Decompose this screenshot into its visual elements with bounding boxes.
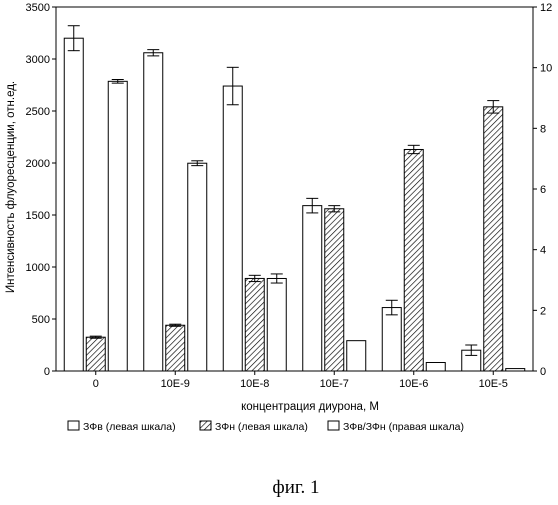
bar bbox=[303, 206, 322, 371]
y2-tick-label: 6 bbox=[540, 184, 546, 196]
bar bbox=[64, 38, 83, 371]
legend-label: ЗФн (левая шкала) bbox=[215, 421, 308, 433]
y-axis-title: Интенсивность флуоресценции, отн.ед. bbox=[5, 81, 17, 293]
y-tick-label: 0 bbox=[44, 366, 50, 378]
bar bbox=[188, 163, 207, 371]
y2-tick-label: 2 bbox=[540, 305, 546, 317]
legend-label: ЗФв/ЗФн (правая шкала) bbox=[343, 421, 464, 433]
x-tick-label: 10E-5 bbox=[479, 378, 508, 390]
bar bbox=[506, 369, 525, 371]
y-tick-label: 1000 bbox=[26, 262, 50, 274]
legend-label: ЗФв (левая шкала) bbox=[83, 421, 176, 433]
x-axis-title: концентрация диурона, М bbox=[241, 401, 379, 413]
x-tick-label: 0 bbox=[93, 378, 99, 390]
bar bbox=[223, 86, 242, 371]
y-tick-label: 2000 bbox=[26, 158, 50, 170]
y2-tick-label: 0 bbox=[540, 366, 546, 378]
bar bbox=[484, 107, 503, 371]
figure-caption: фиг. 1 bbox=[272, 477, 319, 498]
y2-tick-label: 4 bbox=[540, 245, 546, 257]
bar bbox=[347, 341, 366, 371]
bar bbox=[404, 149, 423, 371]
plot-area: 0 500 1000 1500 2000 2500 3000 3500 0 2 4 6 8 10 12 0 10… bbox=[26, 2, 553, 390]
y2-tick-label: 8 bbox=[540, 123, 546, 135]
bar bbox=[325, 209, 344, 371]
bar bbox=[245, 278, 264, 371]
y2-tick-label: 12 bbox=[540, 2, 552, 14]
legend: ЗФв (левая шкала) ЗФн (левая шкала) ЗФв/ЗФ… bbox=[68, 421, 464, 433]
x-tick-label: 10E-8 bbox=[240, 378, 269, 390]
y-tick-label: 3500 bbox=[26, 2, 50, 14]
x-tick-label: 10E-7 bbox=[320, 378, 349, 390]
bar bbox=[426, 363, 445, 371]
y-tick-label: 500 bbox=[32, 314, 50, 326]
y-tick-label: 2500 bbox=[26, 106, 50, 118]
x-tick-label: 10E-6 bbox=[399, 378, 428, 390]
y-tick-label: 1500 bbox=[26, 210, 50, 222]
bar bbox=[86, 337, 105, 371]
y-tick-label: 3000 bbox=[26, 54, 50, 66]
bar bbox=[267, 278, 286, 371]
legend-swatch bbox=[200, 421, 211, 430]
bar bbox=[144, 53, 163, 371]
legend-swatch bbox=[68, 421, 79, 430]
bar bbox=[108, 81, 127, 371]
bar bbox=[166, 325, 185, 371]
x-tick-label: 10E-9 bbox=[161, 378, 190, 390]
legend-swatch bbox=[328, 421, 339, 430]
bar bbox=[382, 308, 401, 371]
y2-tick-label: 10 bbox=[540, 63, 552, 75]
